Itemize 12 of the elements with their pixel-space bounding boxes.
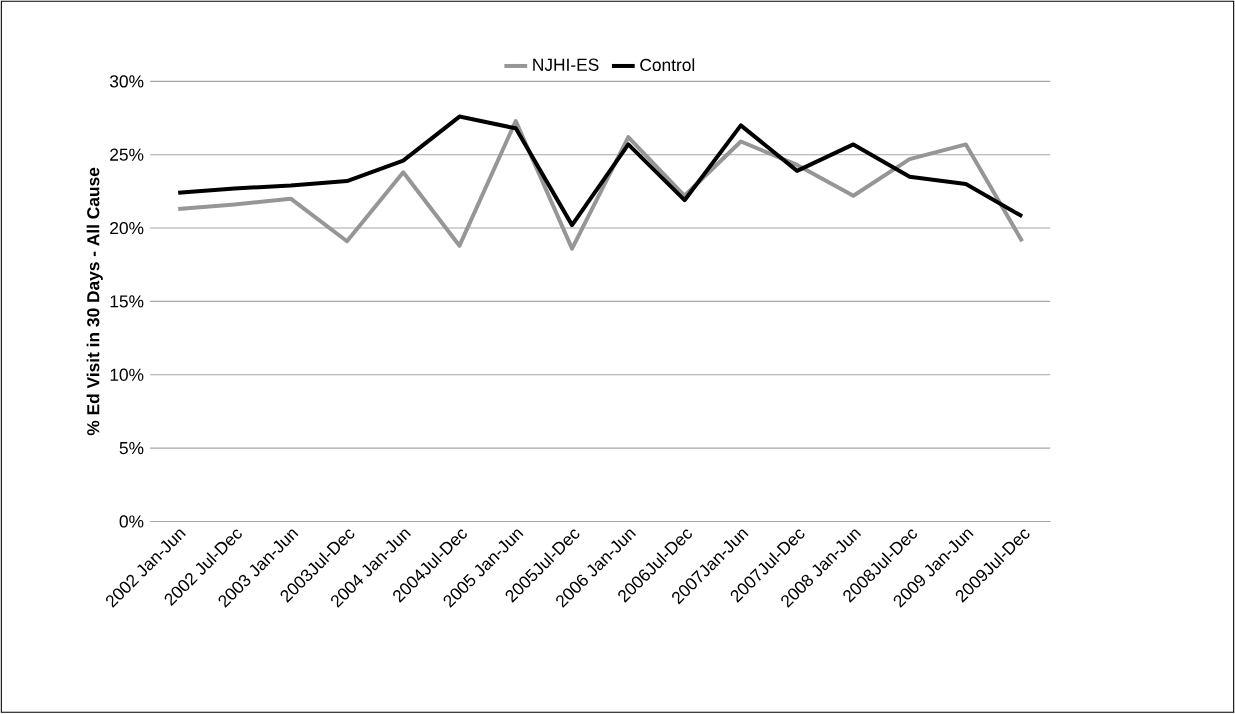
y-tick-label: 10% xyxy=(110,368,144,382)
y-tick-label: 20% xyxy=(110,222,144,235)
line-series xyxy=(176,119,1025,251)
y-tick-label: 25% xyxy=(110,148,144,162)
y-axis-title: % Ed Visit in 30 Days - All Cause xyxy=(86,167,103,436)
legend-label: Control xyxy=(640,58,695,72)
y-tick-label: 5% xyxy=(119,442,144,455)
y-tick-label: 0% xyxy=(119,515,144,528)
y-tick-label: 30% xyxy=(109,75,144,88)
legend-label: NJHI-ES xyxy=(533,58,599,72)
y-tick-label: 15% xyxy=(110,295,144,308)
line-series xyxy=(176,114,1025,228)
